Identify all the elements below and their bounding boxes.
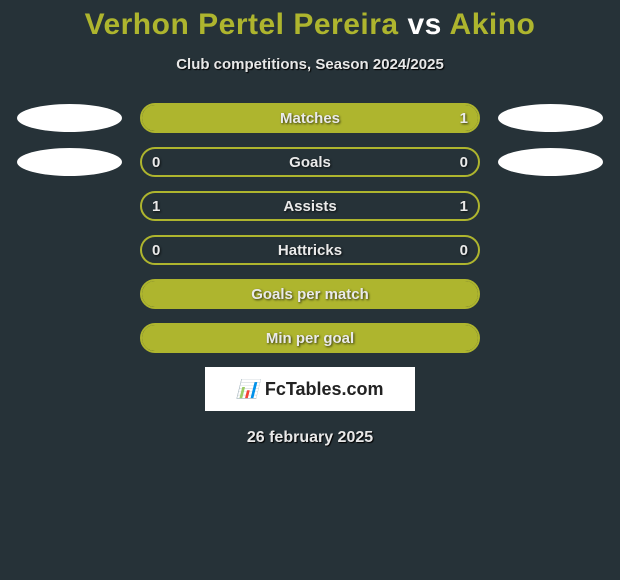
stat-value-right: 1 [460, 110, 468, 127]
player2-name: Akino [450, 8, 536, 41]
stat-row: Matches 1 [0, 103, 620, 133]
subtitle: Club competitions, Season 2024/2025 [0, 56, 620, 73]
stat-row: Goals per match [0, 279, 620, 309]
stat-row: 0 Goals 0 [0, 147, 620, 177]
stat-bar: Matches 1 [140, 103, 480, 133]
logo-box: 📊 FcTables.com [205, 367, 415, 411]
stat-label: Assists [283, 198, 336, 215]
stat-value-right: 1 [460, 198, 468, 215]
player2-oval [498, 104, 603, 132]
stat-label: Matches [280, 110, 340, 127]
date-label: 26 february 2025 [0, 429, 620, 447]
stat-value-right: 0 [460, 154, 468, 171]
stat-row: Min per goal [0, 323, 620, 353]
stat-bar: 0 Hattricks 0 [140, 235, 480, 265]
player1-oval [17, 148, 122, 176]
stat-bar: 1 Assists 1 [140, 191, 480, 221]
chart-icon: 📊 [236, 379, 258, 400]
stat-row: 1 Assists 1 [0, 191, 620, 221]
stats-rows: Matches 1 0 Goals 0 1 Assists 1 0 Hattricks 0 Goals… [0, 103, 620, 353]
stat-label: Goals per match [251, 286, 369, 303]
vs-label: vs [407, 8, 441, 41]
player1-name: Verhon Pertel Pereira [85, 8, 399, 41]
stat-label: Goals [289, 154, 331, 171]
stat-value-right: 0 [460, 242, 468, 259]
stat-value-left: 0 [152, 242, 160, 259]
comparison-card: Verhon Pertel Pereira vs Akino Club comp… [0, 0, 620, 447]
stat-bar: 0 Goals 0 [140, 147, 480, 177]
stat-row: 0 Hattricks 0 [0, 235, 620, 265]
stat-value-left: 0 [152, 154, 160, 171]
logo-text: FcTables.com [265, 379, 384, 400]
stat-label: Min per goal [266, 330, 354, 347]
player2-oval [498, 148, 603, 176]
stat-value-left: 1 [152, 198, 160, 215]
stat-bar: Min per goal [140, 323, 480, 353]
stat-label: Hattricks [278, 242, 342, 259]
player1-oval [17, 104, 122, 132]
page-title: Verhon Pertel Pereira vs Akino [0, 8, 620, 42]
stat-bar: Goals per match [140, 279, 480, 309]
